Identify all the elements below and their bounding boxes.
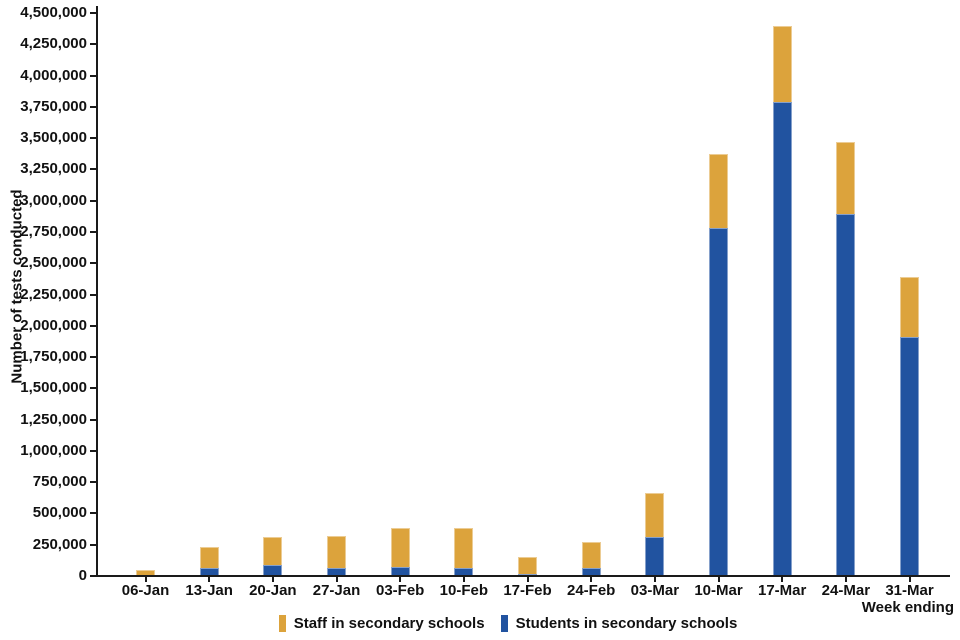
x-tick-mark: [208, 577, 211, 582]
x-tick-label: 17-Feb: [503, 582, 552, 599]
legend: Staff in secondary schools Students in se…: [28, 615, 960, 632]
bar-staff: [136, 569, 155, 575]
bar-students: [900, 337, 920, 576]
bar-staff: [772, 25, 792, 102]
y-tick-mark: [90, 356, 97, 359]
y-tick-label: 1,250,000: [20, 410, 87, 428]
bar-staff: [199, 546, 219, 569]
x-tick-label: 13-Jan: [185, 582, 233, 599]
x-tick-mark: [717, 577, 720, 582]
y-tick-label: 1,000,000: [20, 441, 87, 459]
x-axis-title: Week ending: [861, 599, 954, 616]
y-tick-mark: [90, 575, 97, 577]
y-tick-label: 750,000: [32, 473, 87, 491]
y-tick-mark: [90, 262, 97, 265]
x-tick-label: 06-Jan: [121, 582, 170, 599]
bar-students: [772, 101, 792, 576]
y-tick-label: 4,000,000: [20, 66, 87, 84]
x-tick-label: 03-Feb: [375, 582, 425, 599]
bar-students: [327, 567, 346, 576]
y-tick-mark: [90, 481, 97, 484]
bar-students: [390, 566, 410, 576]
bar-students: [836, 214, 856, 576]
y-tick-label: 3,750,000: [20, 97, 87, 115]
y-tick-label: 2,250,000: [20, 285, 87, 303]
x-tick-mark: [526, 577, 529, 582]
x-tick-mark: [781, 577, 784, 582]
bar-students: [581, 567, 601, 576]
y-tick-mark: [90, 449, 97, 452]
x-tick-label: 27-Jan: [312, 582, 361, 599]
bar-staff: [581, 542, 601, 568]
bar-students: [263, 565, 283, 576]
x-tick-mark: [844, 577, 847, 582]
bar-staff: [836, 141, 856, 215]
legend-item: Staff in secondary schools: [278, 615, 485, 632]
y-tick-mark: [90, 418, 97, 421]
y-axis-line: [96, 6, 98, 577]
y-tick-label: 4,250,000: [20, 35, 87, 53]
bar-students: [199, 568, 219, 576]
x-tick-label: 10-Mar: [694, 582, 743, 599]
bar-staff: [263, 536, 283, 566]
x-tick-label: 10-Feb: [439, 582, 489, 599]
bar-staff: [454, 528, 474, 568]
legend-item: Students in secondary schools: [500, 615, 738, 632]
x-tick-label: 31-Mar: [885, 582, 934, 599]
bar-students: [709, 228, 729, 576]
x-tick-mark: [144, 577, 147, 582]
bar-staff: [645, 492, 665, 538]
y-tick-label: 0: [78, 567, 87, 584]
y-tick-mark: [90, 512, 97, 515]
y-tick-mark: [90, 293, 97, 296]
bar-students: [454, 567, 474, 576]
x-tick-mark: [335, 577, 338, 582]
y-tick-label: 3,000,000: [20, 191, 87, 209]
y-tick-mark: [90, 387, 97, 390]
legend-label: Students in secondary schools: [515, 615, 738, 632]
y-tick-mark: [90, 105, 97, 108]
y-tick-mark: [90, 12, 97, 14]
y-tick-label: 2,750,000: [20, 222, 87, 240]
y-tick-label: 2,500,000: [20, 254, 87, 272]
y-tick-mark: [90, 43, 97, 46]
y-tick-label: 3,250,000: [20, 160, 87, 178]
y-tick-label: 1,750,000: [20, 348, 87, 366]
x-tick-mark: [590, 577, 593, 582]
x-axis-line: [96, 575, 950, 577]
y-tick-label: 500,000: [32, 504, 87, 522]
y-tick-label: 3,500,000: [20, 129, 87, 147]
y-tick-mark: [90, 168, 97, 171]
x-tick-mark: [271, 577, 274, 582]
x-tick-mark: [908, 577, 911, 582]
x-tick-label: 24-Feb: [567, 582, 616, 599]
y-tick-label: 4,500,000: [20, 4, 87, 21]
x-tick-label: 17-Mar: [758, 582, 807, 599]
bar-staff: [900, 276, 920, 338]
y-tick-label: 2,000,000: [20, 316, 87, 334]
legend-swatch-staff: [278, 615, 286, 632]
bar-staff: [709, 154, 729, 229]
legend-label: Staff in secondary schools: [293, 615, 485, 632]
y-tick-mark: [90, 324, 97, 327]
y-tick-mark: [90, 199, 97, 202]
bar-staff: [390, 527, 410, 567]
x-tick-label: 03-Mar: [630, 582, 680, 599]
y-tick-label: 250,000: [32, 535, 87, 553]
x-tick-label: 20-Jan: [249, 582, 297, 599]
y-tick-mark: [90, 543, 97, 546]
x-tick-mark: [462, 577, 465, 582]
y-tick-mark: [90, 230, 97, 233]
legend-swatch-students: [500, 615, 508, 632]
y-tick-label: 1,500,000: [20, 379, 87, 397]
bar-staff: [327, 535, 346, 568]
bar-staff: [518, 556, 538, 575]
y-tick-mark: [90, 74, 97, 77]
x-tick-label: 24-Mar: [821, 582, 871, 599]
y-tick-mark: [90, 137, 97, 140]
bar-students: [645, 537, 665, 576]
x-tick-mark: [399, 577, 402, 582]
x-tick-mark: [653, 577, 656, 582]
